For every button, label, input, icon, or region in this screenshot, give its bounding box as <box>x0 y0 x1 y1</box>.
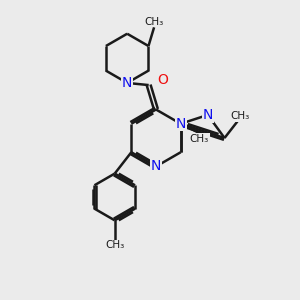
Text: O: O <box>158 73 168 87</box>
Text: N: N <box>176 117 186 131</box>
Text: CH₃: CH₃ <box>231 111 250 121</box>
Text: CH₃: CH₃ <box>145 17 164 27</box>
Text: CH₃: CH₃ <box>105 240 124 250</box>
Text: N: N <box>202 108 213 122</box>
Text: N: N <box>122 76 132 90</box>
Text: CH₃: CH₃ <box>190 134 209 143</box>
Text: N: N <box>151 160 161 173</box>
